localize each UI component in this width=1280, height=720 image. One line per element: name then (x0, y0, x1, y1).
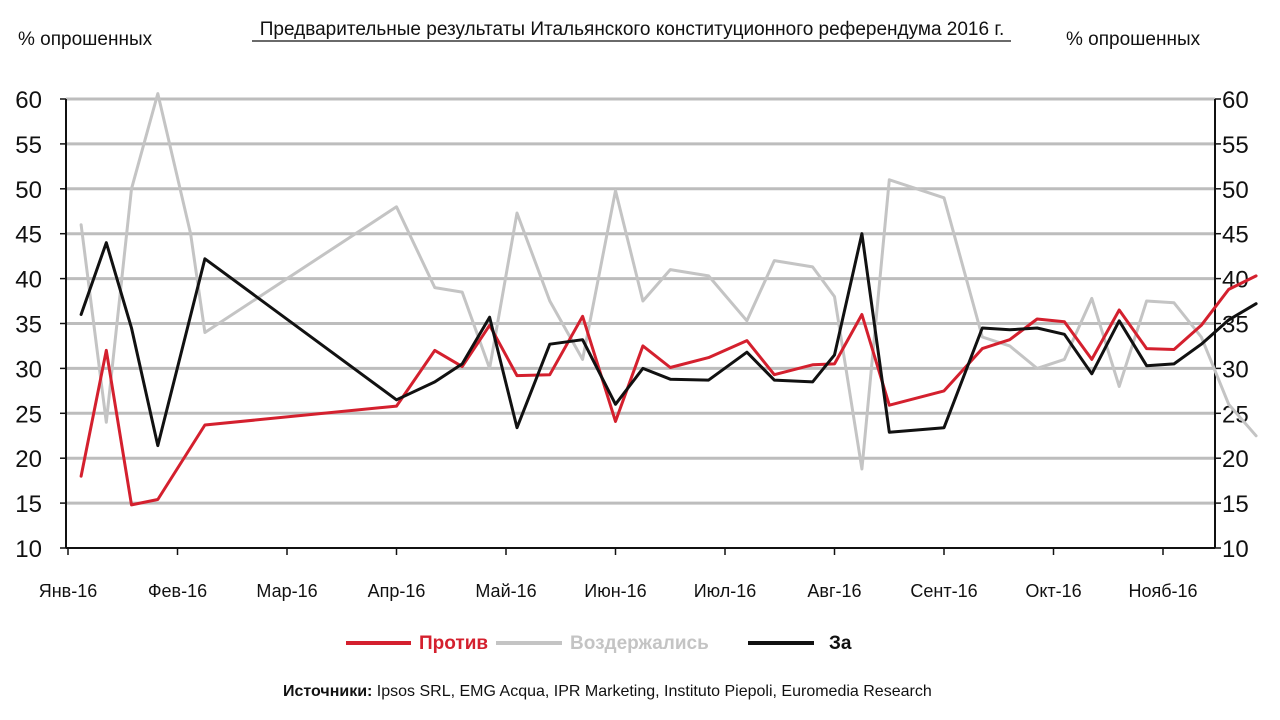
right-axis-unit-label: % опрошенных (1066, 29, 1201, 50)
y-tick-left-30: 30 (15, 356, 42, 383)
x-tick-label-10: Нояб-16 (1128, 581, 1197, 601)
legend-label-for: За (829, 633, 852, 654)
x-tick-label-3: Апр-16 (368, 581, 426, 601)
left-y-ticks: 60 55 50 45 40 35 30 25 20 15 10 (15, 87, 42, 563)
y-tick-right-10: 10 (1222, 536, 1249, 563)
legend-item-against: Против (346, 633, 488, 654)
y-tick-right-60: 60 (1222, 87, 1249, 114)
y-tick-left-25: 25 (15, 401, 42, 428)
x-tick-label-6: Июл-16 (694, 581, 757, 601)
axes (60, 98, 1221, 549)
x-tick-label-5: Июн-16 (584, 581, 646, 601)
x-tick-label-2: Мар-16 (256, 581, 317, 601)
series-line-abstained (79, 92, 1258, 471)
x-ticks: Янв-16 Фев-16 Мар-16 Апр-16 Май-16 Июн-16 Июл-… (39, 548, 1198, 601)
y-tick-left-10: 10 (15, 536, 42, 563)
y-tick-left-20: 20 (15, 446, 42, 473)
grid-lines (66, 97, 1215, 505)
x-tick-label-7: Авг-16 (807, 581, 861, 601)
x-tick-label-4: Май-16 (475, 581, 536, 601)
x-tick-label-8: Сент-16 (910, 581, 977, 601)
source-note: Источники: Ipsos SRL, EMG Acqua, IPR Mar… (283, 683, 932, 700)
y-tick-left-45: 45 (15, 222, 42, 249)
y-tick-left-55: 55 (15, 132, 42, 159)
y-tick-right-55: 55 (1222, 132, 1249, 159)
y-tick-left-60: 60 (15, 87, 42, 114)
chart-title: Предварительные результаты Итальянского … (260, 19, 1004, 40)
series-lines (79, 92, 1258, 507)
series-line-for (79, 232, 1258, 448)
y-tick-right-15: 15 (1222, 491, 1249, 518)
legend-item-for: За (748, 633, 852, 654)
y-tick-right-45: 45 (1222, 222, 1249, 249)
legend: Против Воздержались За (346, 633, 852, 654)
legend-label-against: Против (419, 633, 488, 654)
y-tick-left-40: 40 (15, 267, 42, 294)
x-tick-label-0: Янв-16 (39, 581, 98, 601)
legend-label-abstained: Воздержались (570, 633, 709, 654)
source-list: Ipsos SRL, EMG Acqua, IPR Marketing, Ins… (372, 683, 931, 700)
y-tick-right-30: 30 (1222, 356, 1249, 383)
series-line-against (79, 274, 1258, 507)
y-tick-left-35: 35 (15, 312, 42, 339)
x-tick-label-1: Фев-16 (148, 581, 207, 601)
y-tick-left-15: 15 (15, 491, 42, 518)
y-tick-left-50: 50 (15, 177, 42, 204)
x-tick-label-9: Окт-16 (1025, 581, 1081, 601)
y-tick-right-20: 20 (1222, 446, 1249, 473)
source-prefix: Источники: (283, 683, 372, 700)
left-axis-unit-label: % опрошенных (18, 29, 153, 50)
legend-item-abstained: Воздержались (496, 633, 709, 654)
y-tick-right-50: 50 (1222, 177, 1249, 204)
